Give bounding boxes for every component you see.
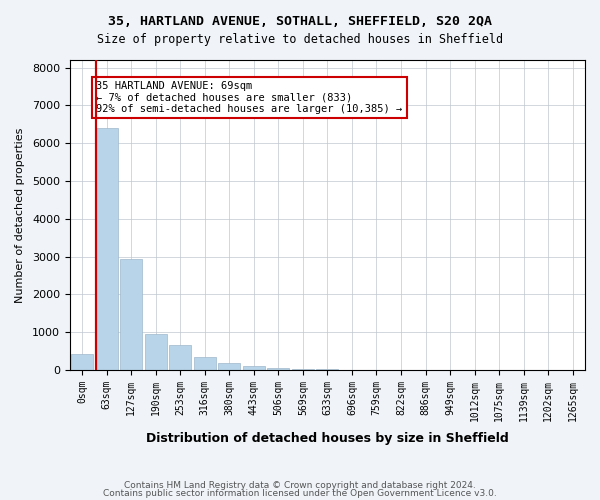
Text: 35, HARTLAND AVENUE, SOTHALL, SHEFFIELD, S20 2QA: 35, HARTLAND AVENUE, SOTHALL, SHEFFIELD,… [108, 15, 492, 28]
Bar [95, 128, 118, 370]
Bar [120, 258, 142, 370]
Bar [267, 368, 289, 370]
Bar [71, 354, 93, 370]
Text: Size of property relative to detached houses in Sheffield: Size of property relative to detached ho… [97, 32, 503, 46]
Bar [194, 357, 216, 370]
Text: Contains HM Land Registry data © Crown copyright and database right 2024.: Contains HM Land Registry data © Crown c… [124, 481, 476, 490]
Bar [292, 369, 314, 370]
Text: 35 HARTLAND AVENUE: 69sqm
← 7% of detached houses are smaller (833)
92% of semi-: 35 HARTLAND AVENUE: 69sqm ← 7% of detach… [96, 81, 403, 114]
Text: Contains public sector information licensed under the Open Government Licence v3: Contains public sector information licen… [103, 488, 497, 498]
Bar [218, 364, 241, 370]
Bar [243, 366, 265, 370]
X-axis label: Distribution of detached houses by size in Sheffield: Distribution of detached houses by size … [146, 432, 509, 445]
Y-axis label: Number of detached properties: Number of detached properties [15, 128, 25, 302]
Bar [145, 334, 167, 370]
Bar [169, 346, 191, 370]
